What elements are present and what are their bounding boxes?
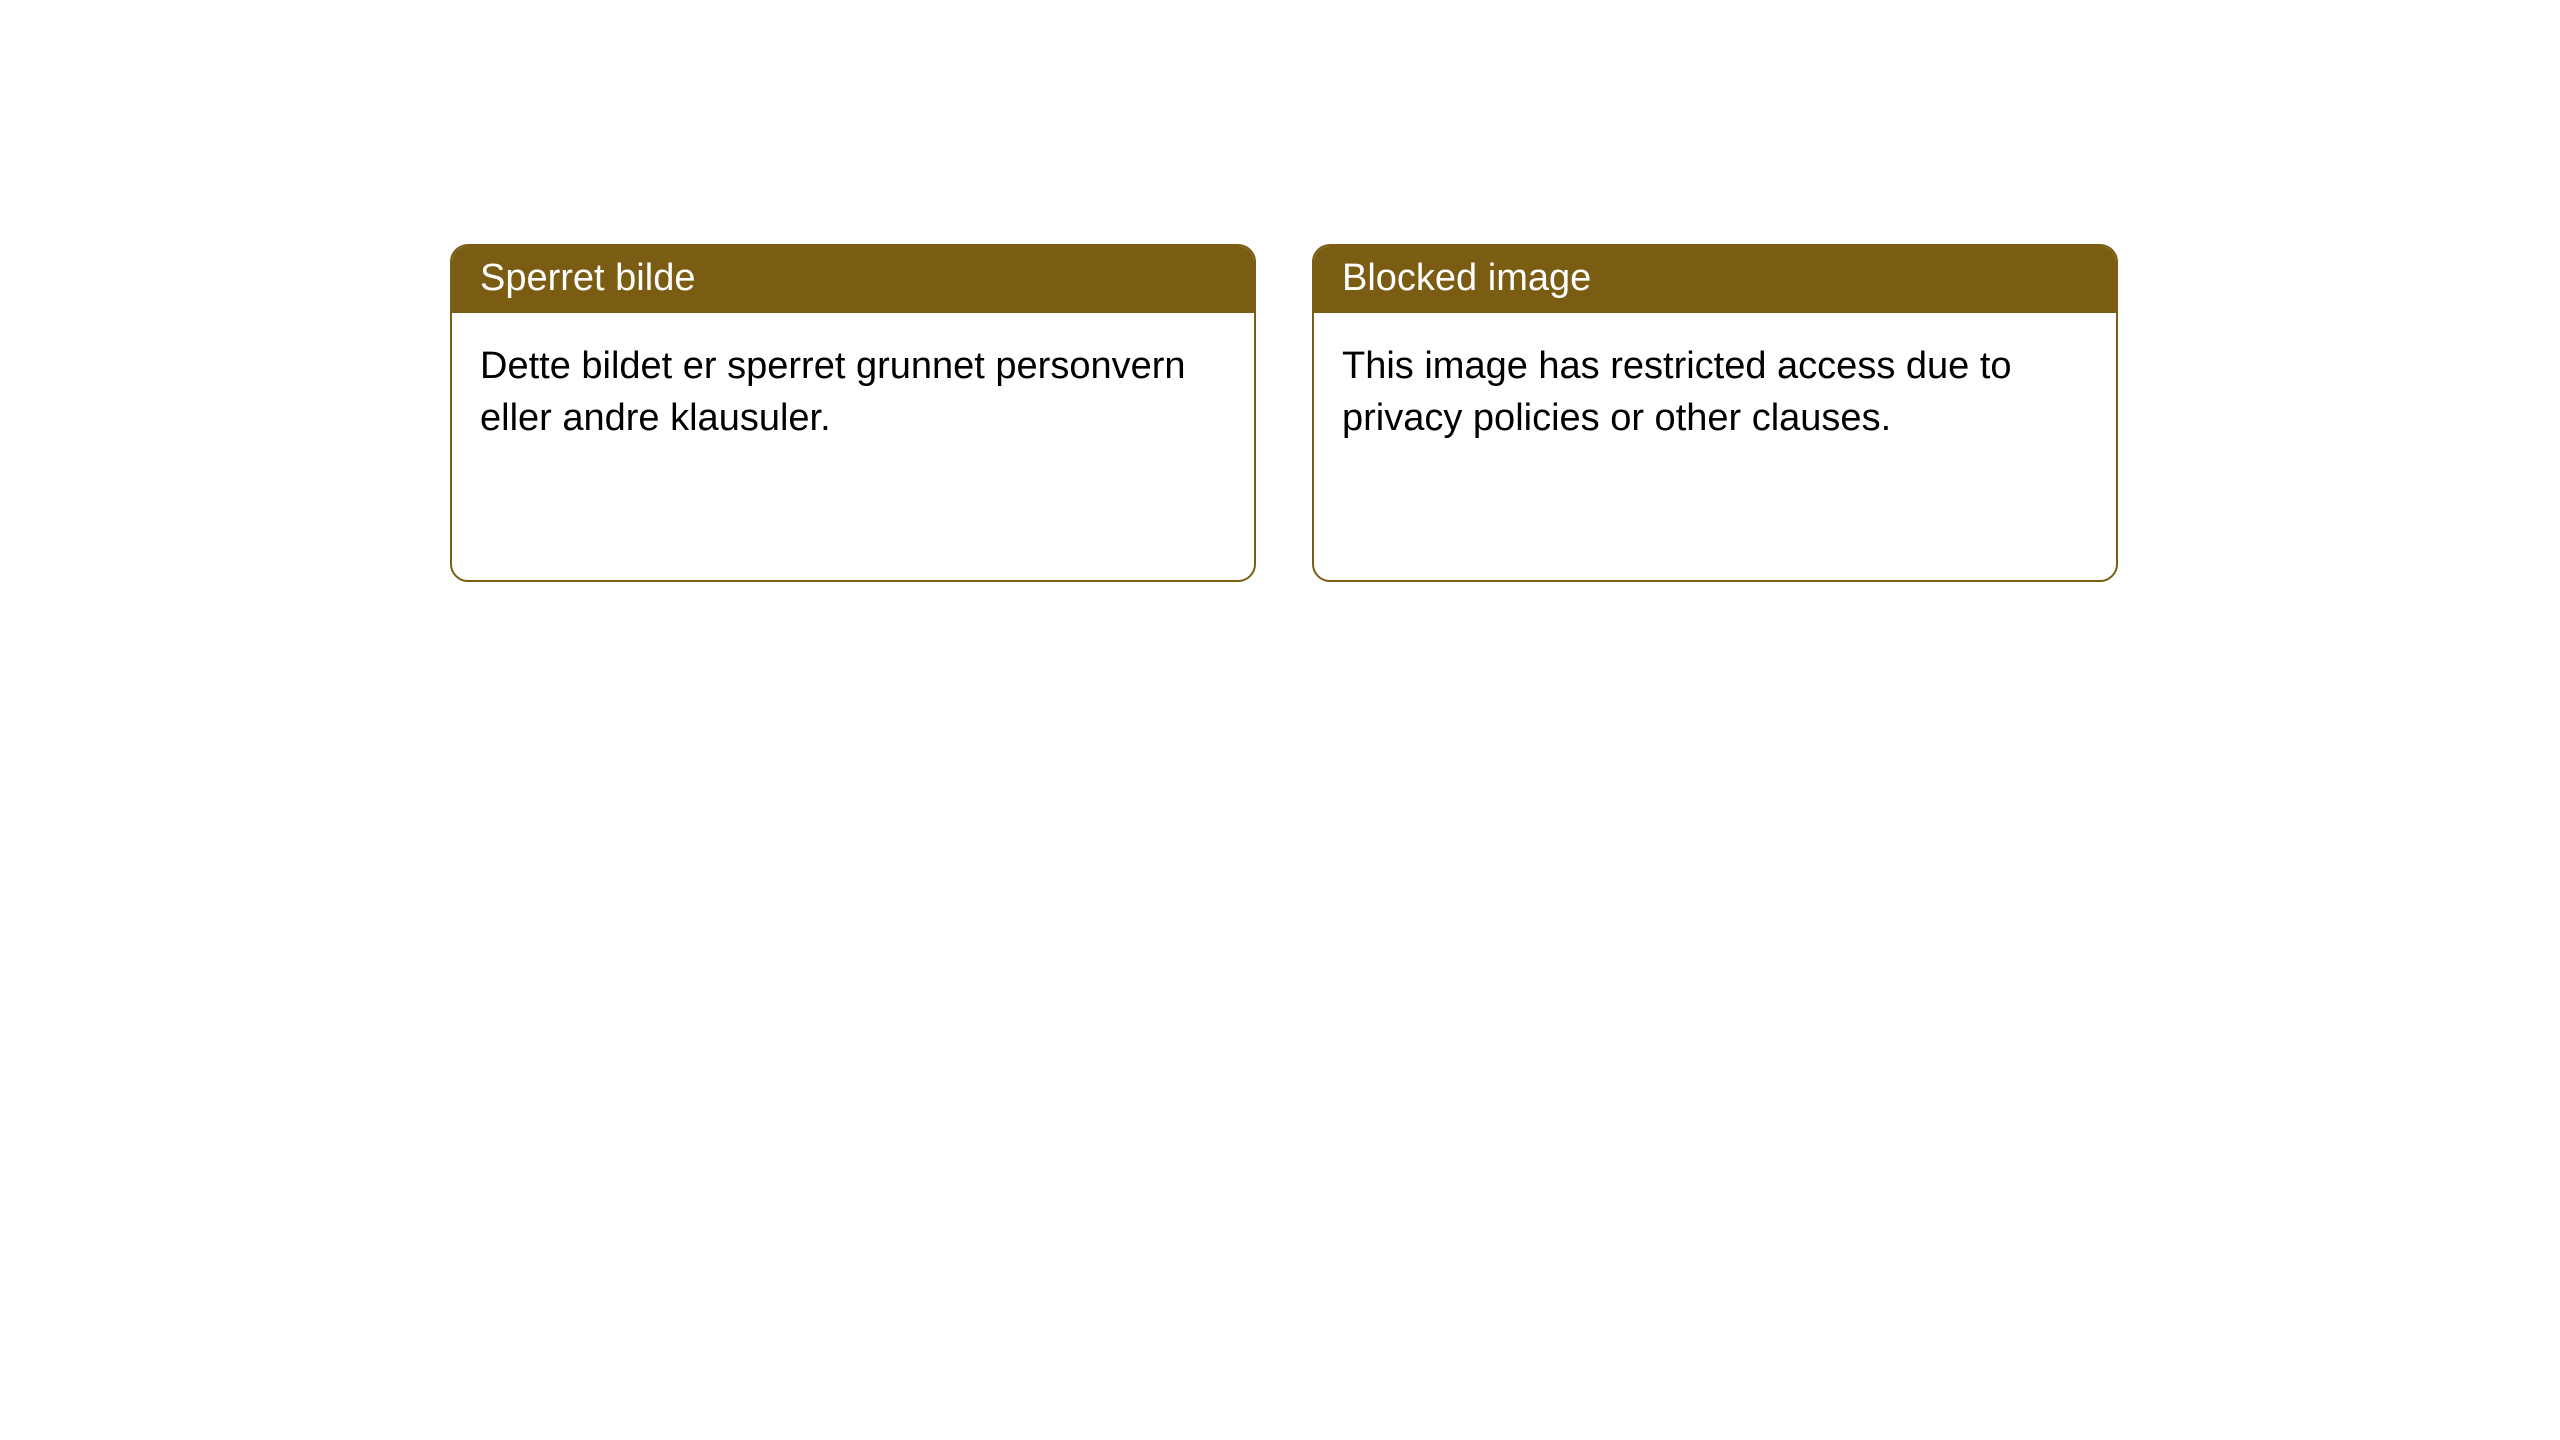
blocked-image-card-en-body: This image has restricted access due to …: [1314, 313, 2116, 472]
blocked-image-card-no-header: Sperret bilde: [452, 246, 1254, 313]
notice-container: Sperret bilde Dette bildet er sperret gr…: [0, 0, 2560, 582]
blocked-image-card-en-header: Blocked image: [1314, 246, 2116, 313]
blocked-image-card-no-body: Dette bildet er sperret grunnet personve…: [452, 313, 1254, 472]
blocked-image-card-no: Sperret bilde Dette bildet er sperret gr…: [450, 244, 1256, 582]
blocked-image-card-en: Blocked image This image has restricted …: [1312, 244, 2118, 582]
